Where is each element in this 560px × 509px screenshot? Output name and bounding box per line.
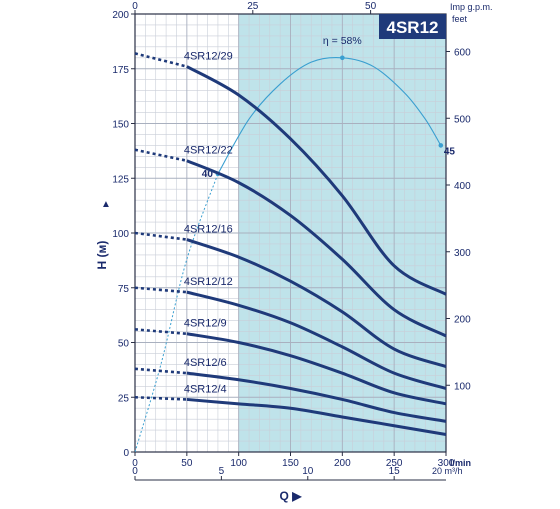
- pump-curve: [186, 159, 447, 338]
- pump-curve: [186, 65, 447, 296]
- curve-dashed-start: [134, 328, 187, 336]
- x-bottom2-tick-label: 0: [132, 466, 138, 477]
- curve-label: 4SR12/9: [184, 318, 227, 330]
- x-axis-title: Q ▶: [280, 489, 303, 503]
- y-right-unit: feet: [452, 14, 468, 24]
- y-right-tick-label: 200: [454, 315, 471, 326]
- x-top-unit: Imp g.p.m.: [450, 2, 493, 12]
- curve-label: 4SR12/16: [184, 224, 233, 236]
- y-tick-label: 50: [118, 339, 130, 350]
- x-unit: l/min: [450, 458, 471, 468]
- curve-label: 4SR12/4: [184, 383, 227, 395]
- y-tick-label: 100: [112, 229, 129, 240]
- pump-curve: [186, 332, 447, 406]
- x-bottom2-tick-label: 5: [219, 466, 225, 477]
- x-tick-label: 200: [334, 458, 351, 469]
- efficiency-point-label: 45: [444, 146, 456, 157]
- x-top-tick-label: 50: [365, 1, 377, 12]
- efficiency-label: η = 58%: [323, 35, 362, 47]
- curve-label: 4SR12/29: [184, 51, 233, 63]
- curve-dashed-start: [134, 231, 187, 241]
- x-tick-label: 250: [386, 458, 403, 469]
- x-tick-label: 100: [230, 458, 247, 469]
- curve-dashed-start: [134, 367, 187, 375]
- model-badge: [379, 14, 446, 39]
- x-tick-label: 50: [181, 458, 193, 469]
- efficiency-point-label: 40: [202, 169, 214, 180]
- y-right-tick-label: 300: [454, 248, 471, 259]
- model-badge-text: 4SR12: [387, 18, 439, 37]
- x-bottom2-tick-label: 10: [302, 466, 314, 477]
- y-tick-label: 75: [118, 284, 130, 295]
- efficiency-curve-dashed: [134, 173, 219, 453]
- x-tick-label: 0: [132, 458, 138, 469]
- curve-dashed-start: [134, 395, 187, 401]
- x-bottom2-unit: 20 m³/h: [432, 466, 463, 476]
- efficiency-point: [438, 143, 444, 148]
- x-top-tick-label: 0: [132, 1, 138, 12]
- y-axis-arrow: ▲: [101, 199, 111, 210]
- y-tick-label: 150: [112, 120, 129, 131]
- y-tick-label: 25: [118, 393, 130, 404]
- y-axis-title: H (м): [95, 241, 109, 270]
- curve-label: 4SR12/6: [184, 357, 227, 369]
- pump-curve: [186, 238, 447, 369]
- curve-dashed-start: [134, 286, 187, 294]
- efficiency-point: [340, 55, 345, 61]
- y-tick-label: 0: [123, 448, 129, 459]
- x-tick-label: 300: [438, 458, 455, 469]
- curve-label: 4SR12/12: [184, 276, 233, 288]
- pump-curve: [186, 290, 447, 390]
- y-right-tick-label: 600: [454, 48, 471, 59]
- y-right-tick-label: 500: [454, 114, 471, 125]
- curve-dashed-start: [134, 148, 188, 163]
- y-tick-label: 125: [112, 174, 129, 185]
- pump-curve: [186, 397, 447, 436]
- curve-label: 4SR12/22: [184, 145, 233, 157]
- y-right-tick-label: 100: [454, 381, 471, 392]
- x-top-tick-label: 25: [247, 1, 259, 12]
- pump-curve: [186, 371, 447, 423]
- x-bottom2-tick-label: 15: [389, 466, 401, 477]
- x-tick-label: 150: [282, 458, 299, 469]
- curve-dashed-start: [134, 52, 188, 68]
- y-tick-label: 175: [112, 65, 129, 76]
- y-right-tick-label: 400: [454, 181, 471, 192]
- y-tick-label: 200: [112, 10, 129, 21]
